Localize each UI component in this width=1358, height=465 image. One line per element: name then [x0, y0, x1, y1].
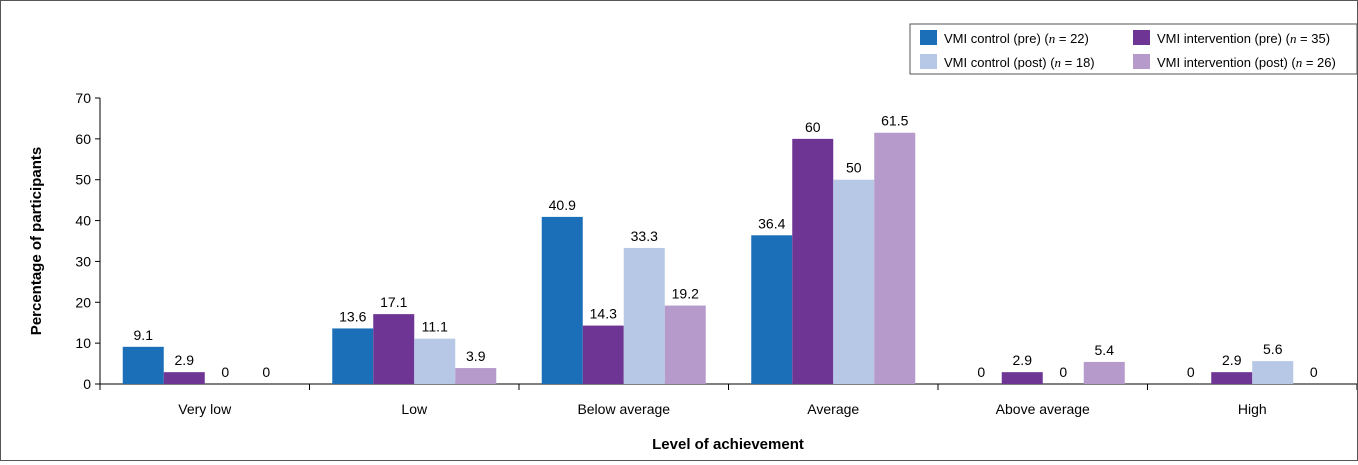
data-label: 33.3	[631, 228, 658, 244]
data-label: 0	[977, 364, 985, 380]
x-tick-label: Above average	[996, 401, 1090, 417]
x-tick-label: Very low	[178, 401, 232, 417]
y-tick-label: 10	[75, 335, 91, 351]
x-axis: Very low Low Below average Average Above ave…	[99, 383, 1358, 417]
y-tick-label: 60	[75, 131, 91, 147]
bar	[582, 325, 624, 384]
data-label: 0	[1310, 364, 1318, 380]
data-labels: 9.1 13.6 40.9 36.4 0 0 2.9 17.1 14.3 60 2.9 2.9 0 11.…	[134, 113, 1318, 380]
bar	[623, 247, 665, 384]
bar	[751, 235, 793, 384]
bar	[1083, 361, 1125, 384]
data-label: 9.1	[134, 327, 154, 343]
bar	[455, 368, 497, 384]
bar	[414, 338, 456, 384]
data-label: 61.5	[881, 113, 908, 129]
y-tick-label: 50	[75, 172, 91, 188]
legend-swatch	[1133, 54, 1150, 69]
bar	[1001, 372, 1043, 384]
y-tick-label: 20	[75, 294, 91, 310]
data-label: 60	[805, 119, 821, 135]
y-tick-label: 40	[75, 213, 91, 229]
data-label: 19.2	[672, 286, 699, 302]
x-axis-title: Level of achievement	[652, 436, 804, 453]
data-label: 36.4	[758, 215, 785, 231]
data-label: 13.6	[339, 308, 366, 324]
legend-swatch	[920, 54, 937, 69]
legend-label: VMI intervention (pre) (n = 35)	[1157, 31, 1330, 46]
y-axis: 0 10 20 30 40 50 60 70	[75, 90, 101, 392]
data-label: 0	[262, 364, 270, 380]
bar	[874, 132, 916, 384]
data-label: 11.1	[422, 319, 448, 335]
y-tick-label: 70	[75, 90, 91, 106]
y-tick-label: 0	[83, 376, 91, 392]
bar	[833, 179, 875, 384]
bar	[122, 346, 164, 384]
data-label: 3.9	[466, 348, 486, 364]
x-tick-label: Below average	[577, 401, 670, 417]
data-label: 2.9	[1222, 352, 1242, 368]
legend-swatch	[920, 30, 937, 45]
bar	[792, 138, 834, 384]
x-tick-label: Average	[807, 401, 859, 417]
legend-label: VMI control (post) (n = 18)	[944, 55, 1095, 70]
bar	[163, 372, 205, 384]
x-tick-label: High	[1238, 401, 1267, 417]
data-label: 0	[221, 364, 229, 380]
bar	[1211, 372, 1253, 384]
data-label: 50	[846, 160, 862, 176]
bars	[122, 132, 1294, 384]
data-label: 0	[1059, 364, 1067, 380]
legend-label: VMI control (pre) (n = 22)	[944, 31, 1089, 46]
data-label: 2.9	[175, 352, 195, 368]
y-axis-title: Percentage of participants	[28, 147, 45, 335]
bar	[541, 216, 583, 384]
x-tick-label: Low	[401, 401, 428, 417]
legend-label: VMI intervention (post) (n = 26)	[1157, 55, 1336, 70]
data-label: 2.9	[1013, 352, 1033, 368]
bar	[1252, 361, 1294, 384]
data-label: 17.1	[380, 294, 407, 310]
bar	[373, 314, 415, 384]
legend: VMI control (pre) (n = 22) VMI interventi…	[909, 23, 1358, 75]
data-label: 40.9	[549, 197, 576, 213]
data-label: 0	[1187, 364, 1195, 380]
legend-swatch	[1133, 30, 1150, 45]
data-label: 5.4	[1095, 342, 1115, 358]
bar	[664, 305, 706, 384]
bar	[332, 328, 374, 384]
data-label: 5.6	[1263, 341, 1283, 357]
y-tick-label: 30	[75, 253, 91, 269]
data-label: 14.3	[590, 306, 617, 322]
